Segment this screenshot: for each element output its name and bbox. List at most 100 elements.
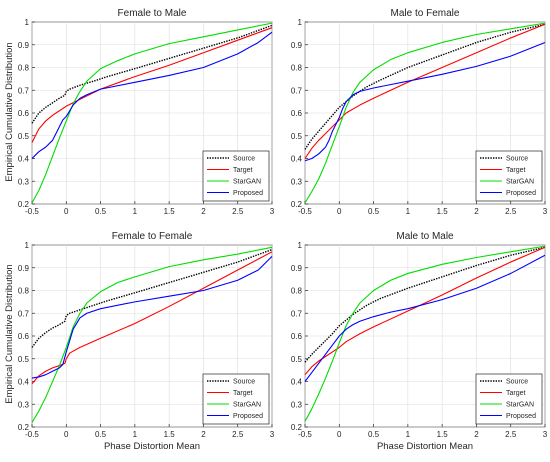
- x-tick-label: 2.5: [232, 207, 244, 216]
- legend-label: Proposed: [506, 413, 536, 420]
- y-axis-label-bottom: Empirical Cumulative Distribution: [4, 264, 15, 403]
- x-tick-label: 2.5: [505, 430, 517, 439]
- y-axis-label-top: Empirical Cumulative Distribution: [4, 42, 15, 181]
- legend-label: StarGAN: [233, 402, 261, 409]
- y-tick-label: 0.2: [18, 423, 30, 432]
- x-tick-label: -0.5: [25, 207, 39, 216]
- legend-label: Source: [233, 156, 255, 163]
- chart-panels: -0.5 0 0.5 1 1.5 2 2.5 3 0.2 0.3 0.4 0.5 0.6 0.7 0.8 0.…: [18, 8, 548, 452]
- y-tick-label: 0.3: [18, 177, 30, 186]
- y-tick-label: 0.2: [291, 423, 303, 432]
- y-tick-label: 1: [298, 241, 303, 250]
- x-tick-label: 2.5: [232, 430, 244, 439]
- chart-panel-4: -0.5 0 0.5 1 1.5 2 2.5 3 0.2 0.3 0.4 0.5 0.6 0.7 0.8 0.…: [291, 231, 548, 452]
- y-tick-label: 0.6: [18, 332, 30, 341]
- y-tick-label: 0.4: [291, 378, 303, 387]
- x-tick-label: 1.5: [164, 430, 176, 439]
- x-tick-label: 2: [201, 207, 206, 216]
- chart-panel-2: -0.5 0 0.5 1 1.5 2 2.5 3 0.2 0.3 0.4 0.5 0.6 0.7 0.8 0.…: [291, 8, 548, 216]
- series-line-target: [31, 27, 273, 143]
- x-tick-label: 3: [270, 207, 275, 216]
- y-tick-label: 0.8: [18, 64, 30, 73]
- series-line-stargan: [31, 246, 273, 423]
- legend: Source Target StarGAN Proposed: [475, 373, 543, 425]
- y-tick-label: 0.4: [18, 378, 30, 387]
- panel-title: Male to Male: [396, 231, 454, 242]
- x-tick-label: 2: [474, 207, 479, 216]
- x-axis-label: Phase Distortion Mean: [104, 441, 200, 452]
- series-line-stargan: [304, 22, 546, 204]
- legend-label: Target: [233, 167, 253, 174]
- y-tick-label: 0.6: [291, 109, 303, 118]
- x-tick-label: 0: [64, 207, 69, 216]
- legend-label: Source: [506, 156, 528, 163]
- y-tick-label: 0.7: [18, 309, 30, 318]
- y-tick-label: 0.7: [18, 86, 30, 95]
- y-tick-label: 0.9: [18, 264, 30, 273]
- y-tick-label: 0.8: [291, 287, 303, 296]
- x-tick-label: 2: [474, 430, 479, 439]
- x-tick-label: 1.5: [437, 207, 449, 216]
- y-tick-label: 0.4: [291, 155, 303, 164]
- x-tick-label: 3: [270, 430, 275, 439]
- x-tick-label: 0: [337, 430, 342, 439]
- chart-panel-1: -0.5 0 0.5 1 1.5 2 2.5 3 0.2 0.3 0.4 0.5 0.6 0.7 0.8 0.…: [18, 8, 275, 216]
- y-tick-label: 0.6: [18, 109, 30, 118]
- x-tick-label: 0: [337, 207, 342, 216]
- y-tick-label: 0.4: [18, 155, 30, 164]
- legend-label: Source: [506, 379, 528, 386]
- x-tick-label: 3: [543, 430, 548, 439]
- x-tick-label: 3: [543, 207, 548, 216]
- legend: Source Target StarGAN Proposed: [202, 150, 270, 202]
- x-tick-label: -0.5: [298, 207, 312, 216]
- y-tick-label: 0.5: [291, 355, 303, 364]
- panel-title: Male to Female: [391, 8, 460, 19]
- y-tick-label: 0.3: [291, 400, 303, 409]
- series-line-proposed: [31, 255, 273, 379]
- panel-title: Female to Male: [118, 8, 187, 19]
- y-tick-label: 0.8: [291, 64, 303, 73]
- x-tick-label: 1: [133, 207, 138, 216]
- legend: Source Target StarGAN Proposed: [475, 150, 543, 202]
- y-tick-label: 0.3: [18, 400, 30, 409]
- y-tick-label: 0.9: [291, 41, 303, 50]
- x-tick-label: -0.5: [298, 430, 312, 439]
- legend-label: Target: [506, 390, 526, 397]
- y-tick-label: 1: [298, 18, 303, 27]
- series-line-target: [304, 23, 546, 159]
- y-tick-label: 0.7: [291, 86, 303, 95]
- y-tick-label: 0.3: [291, 177, 303, 186]
- y-tick-label: 0.5: [18, 132, 30, 141]
- series-line-proposed: [304, 41, 546, 162]
- series-line-stargan: [304, 245, 546, 422]
- legend: Source Target StarGAN Proposed: [202, 373, 270, 425]
- legend-label: Source: [233, 379, 255, 386]
- y-tick-label: 0.9: [18, 41, 30, 50]
- panel-title: Female to Female: [112, 231, 193, 242]
- x-tick-label: 0.5: [368, 207, 380, 216]
- series-line-target: [304, 246, 546, 376]
- series-line-source: [31, 24, 273, 124]
- x-tick-label: 1: [406, 207, 411, 216]
- legend-label: StarGAN: [506, 402, 534, 409]
- x-tick-label: 0.5: [95, 207, 107, 216]
- y-tick-label: 0.2: [291, 200, 303, 209]
- legend-label: Proposed: [233, 413, 263, 420]
- x-tick-label: -0.5: [25, 430, 39, 439]
- y-tick-label: 0.2: [18, 200, 30, 209]
- series-line-stargan: [31, 22, 273, 204]
- legend-label: Proposed: [233, 190, 263, 197]
- x-tick-label: 1.5: [437, 430, 449, 439]
- x-tick-label: 1: [133, 430, 138, 439]
- y-tick-label: 1: [25, 18, 30, 27]
- series-line-proposed: [304, 254, 546, 382]
- legend-label: StarGAN: [506, 179, 534, 186]
- x-tick-label: 0.5: [368, 430, 380, 439]
- y-tick-label: 0.9: [291, 264, 303, 273]
- x-axis-label: Phase Distortion Mean: [377, 441, 473, 452]
- y-tick-label: 0.8: [18, 287, 30, 296]
- y-tick-label: 0.5: [18, 355, 30, 364]
- y-tick-label: 0.6: [291, 332, 303, 341]
- legend-label: Target: [506, 167, 526, 174]
